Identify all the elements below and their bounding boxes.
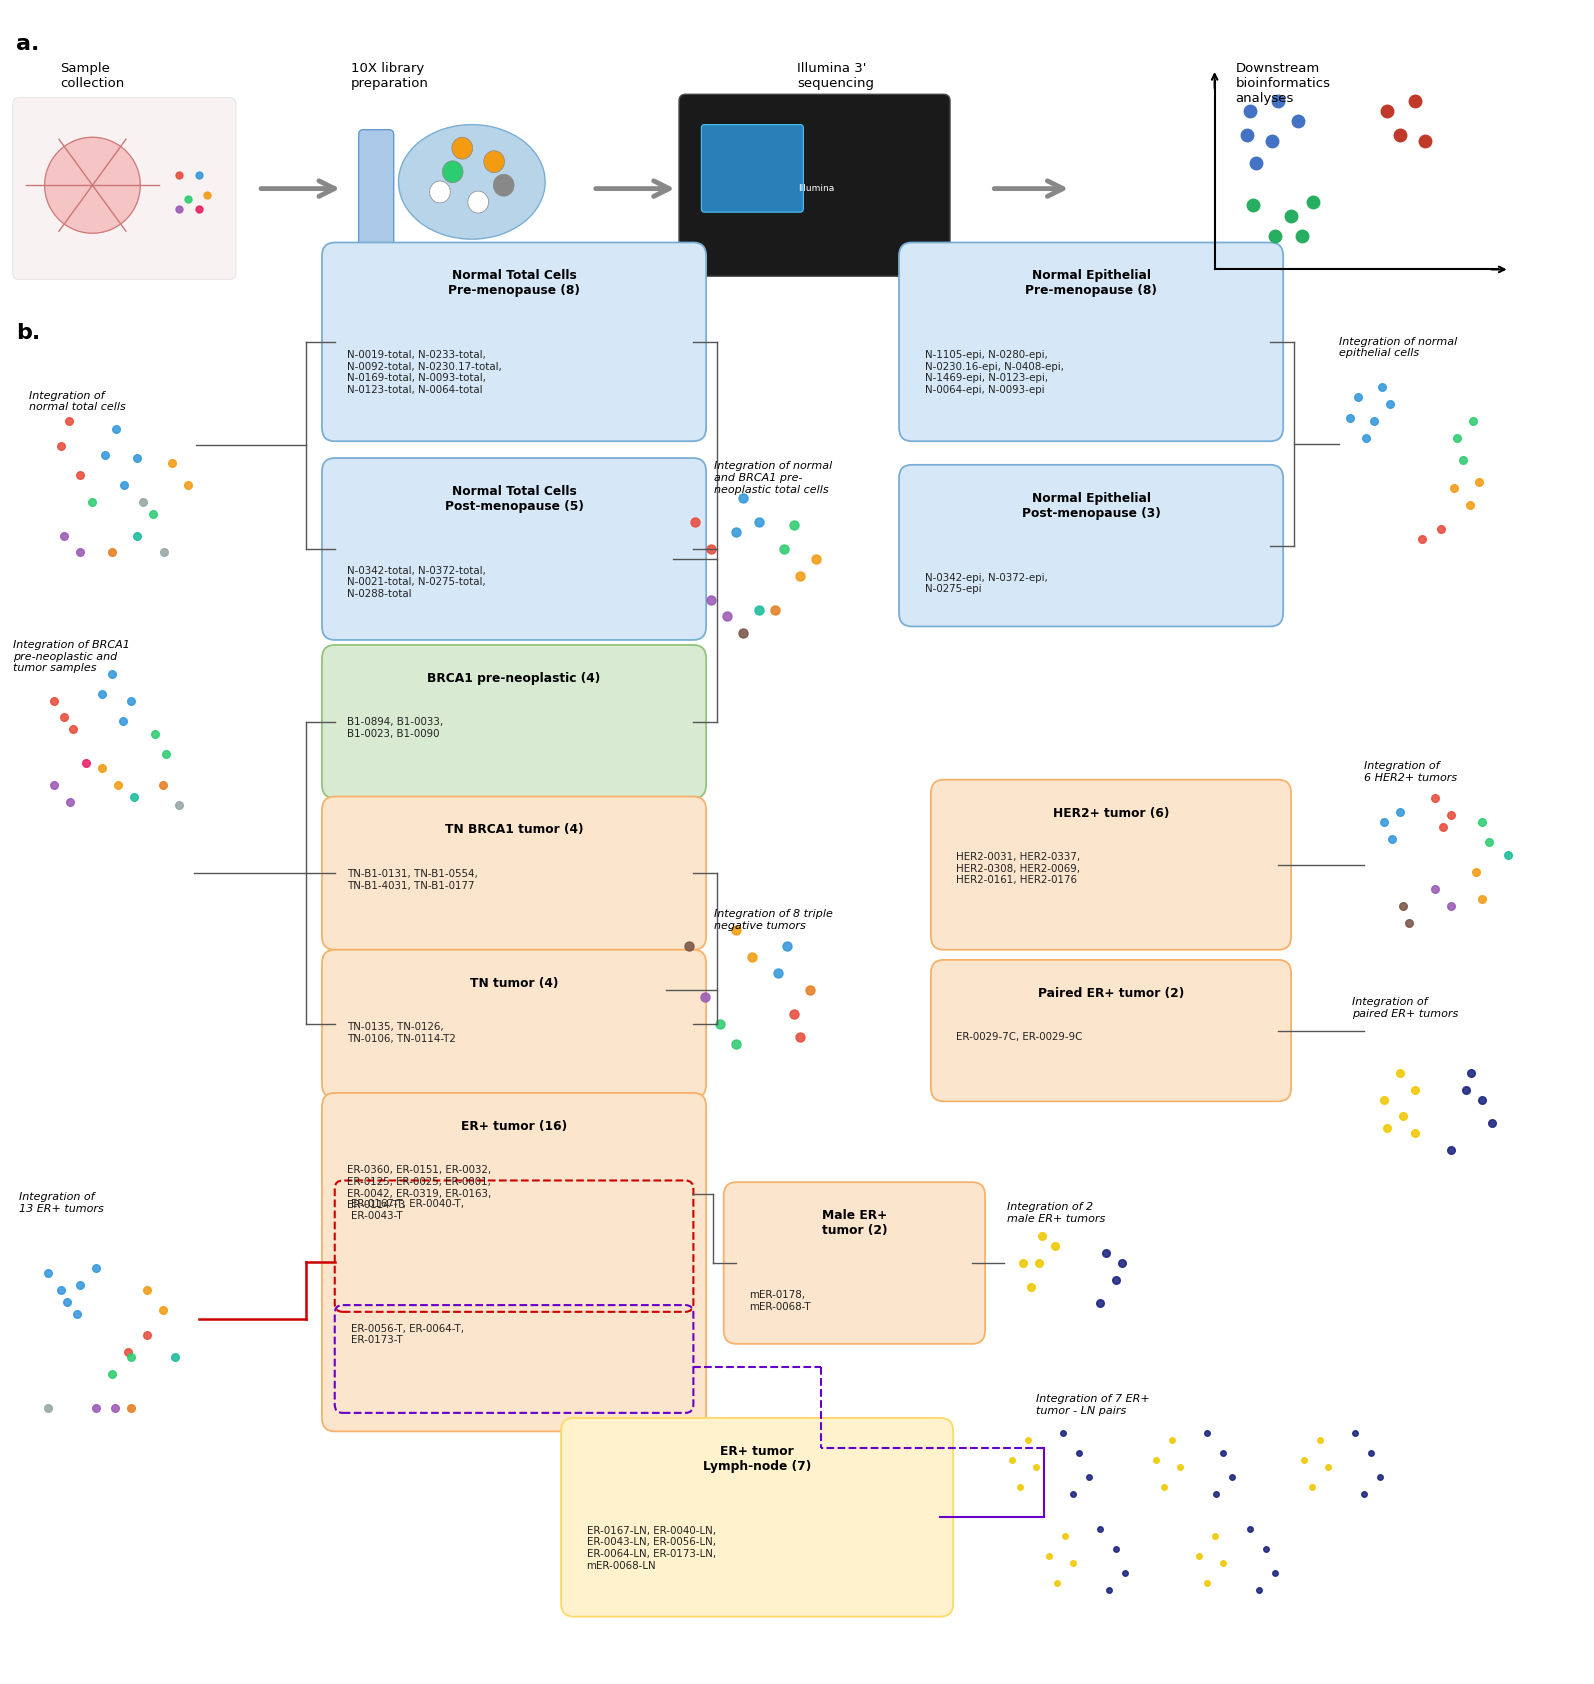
FancyBboxPatch shape [931,960,1291,1101]
FancyBboxPatch shape [679,94,950,276]
Text: ER-0029-7C, ER-0029-9C: ER-0029-7C, ER-0029-9C [956,1032,1082,1042]
Text: ER+ tumor
Lymph-node (7): ER+ tumor Lymph-node (7) [703,1445,811,1474]
Text: N-0342-epi, N-0372-epi,
N-0275-epi: N-0342-epi, N-0372-epi, N-0275-epi [925,573,1047,594]
Text: TN-0135, TN-0126,
TN-0106, TN-0114-T2: TN-0135, TN-0126, TN-0106, TN-0114-T2 [347,1022,456,1044]
Ellipse shape [398,125,545,239]
Text: Integration of 2
male ER+ tumors: Integration of 2 male ER+ tumors [1007,1202,1106,1224]
FancyBboxPatch shape [13,98,236,280]
Text: Normal Total Cells
Pre-menopause (8): Normal Total Cells Pre-menopause (8) [448,269,580,298]
Text: N-0019-total, N-0233-total,
N-0092-total, N-0230.17-total,
N-0169-total, N-0093-: N-0019-total, N-0233-total, N-0092-total… [347,350,502,396]
Text: BRCA1 pre-neoplastic (4): BRCA1 pre-neoplastic (4) [427,672,601,685]
FancyBboxPatch shape [322,797,706,950]
FancyBboxPatch shape [561,1418,953,1617]
Text: Illumina: Illumina [799,184,834,194]
Text: Normal Epithelial
Pre-menopause (8): Normal Epithelial Pre-menopause (8) [1025,269,1157,298]
FancyBboxPatch shape [322,645,706,798]
Text: N-0342-total, N-0372-total,
N-0021-total, N-0275-total,
N-0288-total: N-0342-total, N-0372-total, N-0021-total… [347,566,486,600]
Text: Integration of normal
epithelial cells: Integration of normal epithelial cells [1339,337,1457,359]
FancyBboxPatch shape [359,130,394,261]
Ellipse shape [429,180,450,202]
Text: Integration of 7 ER+
tumor - LN pairs: Integration of 7 ER+ tumor - LN pairs [1036,1394,1149,1416]
Ellipse shape [494,175,513,195]
Text: Paired ER+ tumor (2): Paired ER+ tumor (2) [1038,987,1184,1000]
Text: b.: b. [16,323,40,344]
Text: TN BRCA1 tumor (4): TN BRCA1 tumor (4) [445,823,583,837]
Text: TN tumor (4): TN tumor (4) [470,977,558,990]
FancyBboxPatch shape [724,1182,985,1344]
Text: Sample
collection: Sample collection [61,62,124,91]
FancyBboxPatch shape [322,950,706,1098]
Text: HER2+ tumor (6): HER2+ tumor (6) [1052,807,1170,820]
Text: N-1105-epi, N-0280-epi,
N-0230.16-epi, N-0408-epi,
N-1469-epi, N-0123-epi,
N-006: N-1105-epi, N-0280-epi, N-0230.16-epi, N… [925,350,1063,396]
Text: ER-0167-T, ER-0040-T,
ER-0043-T: ER-0167-T, ER-0040-T, ER-0043-T [351,1199,464,1221]
FancyBboxPatch shape [322,242,706,441]
Ellipse shape [442,162,462,182]
Text: Normal Epithelial
Post-menopause (3): Normal Epithelial Post-menopause (3) [1022,492,1160,520]
Text: Downstream
bioinformatics
analyses: Downstream bioinformatics analyses [1235,62,1331,106]
Ellipse shape [453,138,472,158]
FancyBboxPatch shape [322,458,706,640]
Text: mER-0178,
mER-0068-T: mER-0178, mER-0068-T [749,1290,811,1312]
Text: ER+ tumor (16): ER+ tumor (16) [461,1120,567,1133]
FancyBboxPatch shape [701,125,803,212]
Text: Integration of BRCA1
pre-neoplastic and
tumor samples: Integration of BRCA1 pre-neoplastic and … [13,640,129,674]
Text: B1-0894, B1-0033,
B1-0023, B1-0090: B1-0894, B1-0033, B1-0023, B1-0090 [347,717,443,739]
Text: ER-0360, ER-0151, ER-0032,
ER-0125, ER-0025, ER-0001,
ER-0042, ER-0319, ER-0163,: ER-0360, ER-0151, ER-0032, ER-0125, ER-0… [347,1165,491,1211]
Ellipse shape [469,190,488,212]
Text: Male ER+
tumor (2): Male ER+ tumor (2) [821,1209,888,1238]
FancyBboxPatch shape [899,242,1283,441]
Text: Integration of
normal total cells: Integration of normal total cells [29,391,126,413]
Text: HER2-0031, HER2-0337,
HER2-0308, HER2-0069,
HER2-0161, HER2-0176: HER2-0031, HER2-0337, HER2-0308, HER2-00… [956,852,1081,886]
Polygon shape [45,138,140,232]
FancyBboxPatch shape [931,780,1291,950]
Text: Integration of
13 ER+ tumors: Integration of 13 ER+ tumors [19,1192,104,1214]
Text: 10X library
preparation: 10X library preparation [351,62,429,91]
FancyBboxPatch shape [322,1093,706,1431]
Text: ER-0056-T, ER-0064-T,
ER-0173-T: ER-0056-T, ER-0064-T, ER-0173-T [351,1324,464,1346]
Text: a.: a. [16,34,40,54]
Ellipse shape [485,152,504,172]
Text: Normal Total Cells
Post-menopause (5): Normal Total Cells Post-menopause (5) [445,485,583,514]
Text: ER-0167-LN, ER-0040-LN,
ER-0043-LN, ER-0056-LN,
ER-0064-LN, ER-0173-LN,
mER-0068: ER-0167-LN, ER-0040-LN, ER-0043-LN, ER-0… [587,1526,716,1571]
Text: Integration of 8 triple
negative tumors: Integration of 8 triple negative tumors [714,909,834,931]
FancyBboxPatch shape [899,465,1283,626]
Text: Integration of
paired ER+ tumors: Integration of paired ER+ tumors [1352,997,1459,1019]
Text: Integration of
6 HER2+ tumors: Integration of 6 HER2+ tumors [1364,761,1457,783]
Text: Integration of normal
and BRCA1 pre-
neoplastic total cells: Integration of normal and BRCA1 pre- neo… [714,461,832,495]
Text: Illumina 3'
sequencing: Illumina 3' sequencing [797,62,874,91]
Text: TN-B1-0131, TN-B1-0554,
TN-B1-4031, TN-B1-0177: TN-B1-0131, TN-B1-0554, TN-B1-4031, TN-B… [347,869,478,891]
